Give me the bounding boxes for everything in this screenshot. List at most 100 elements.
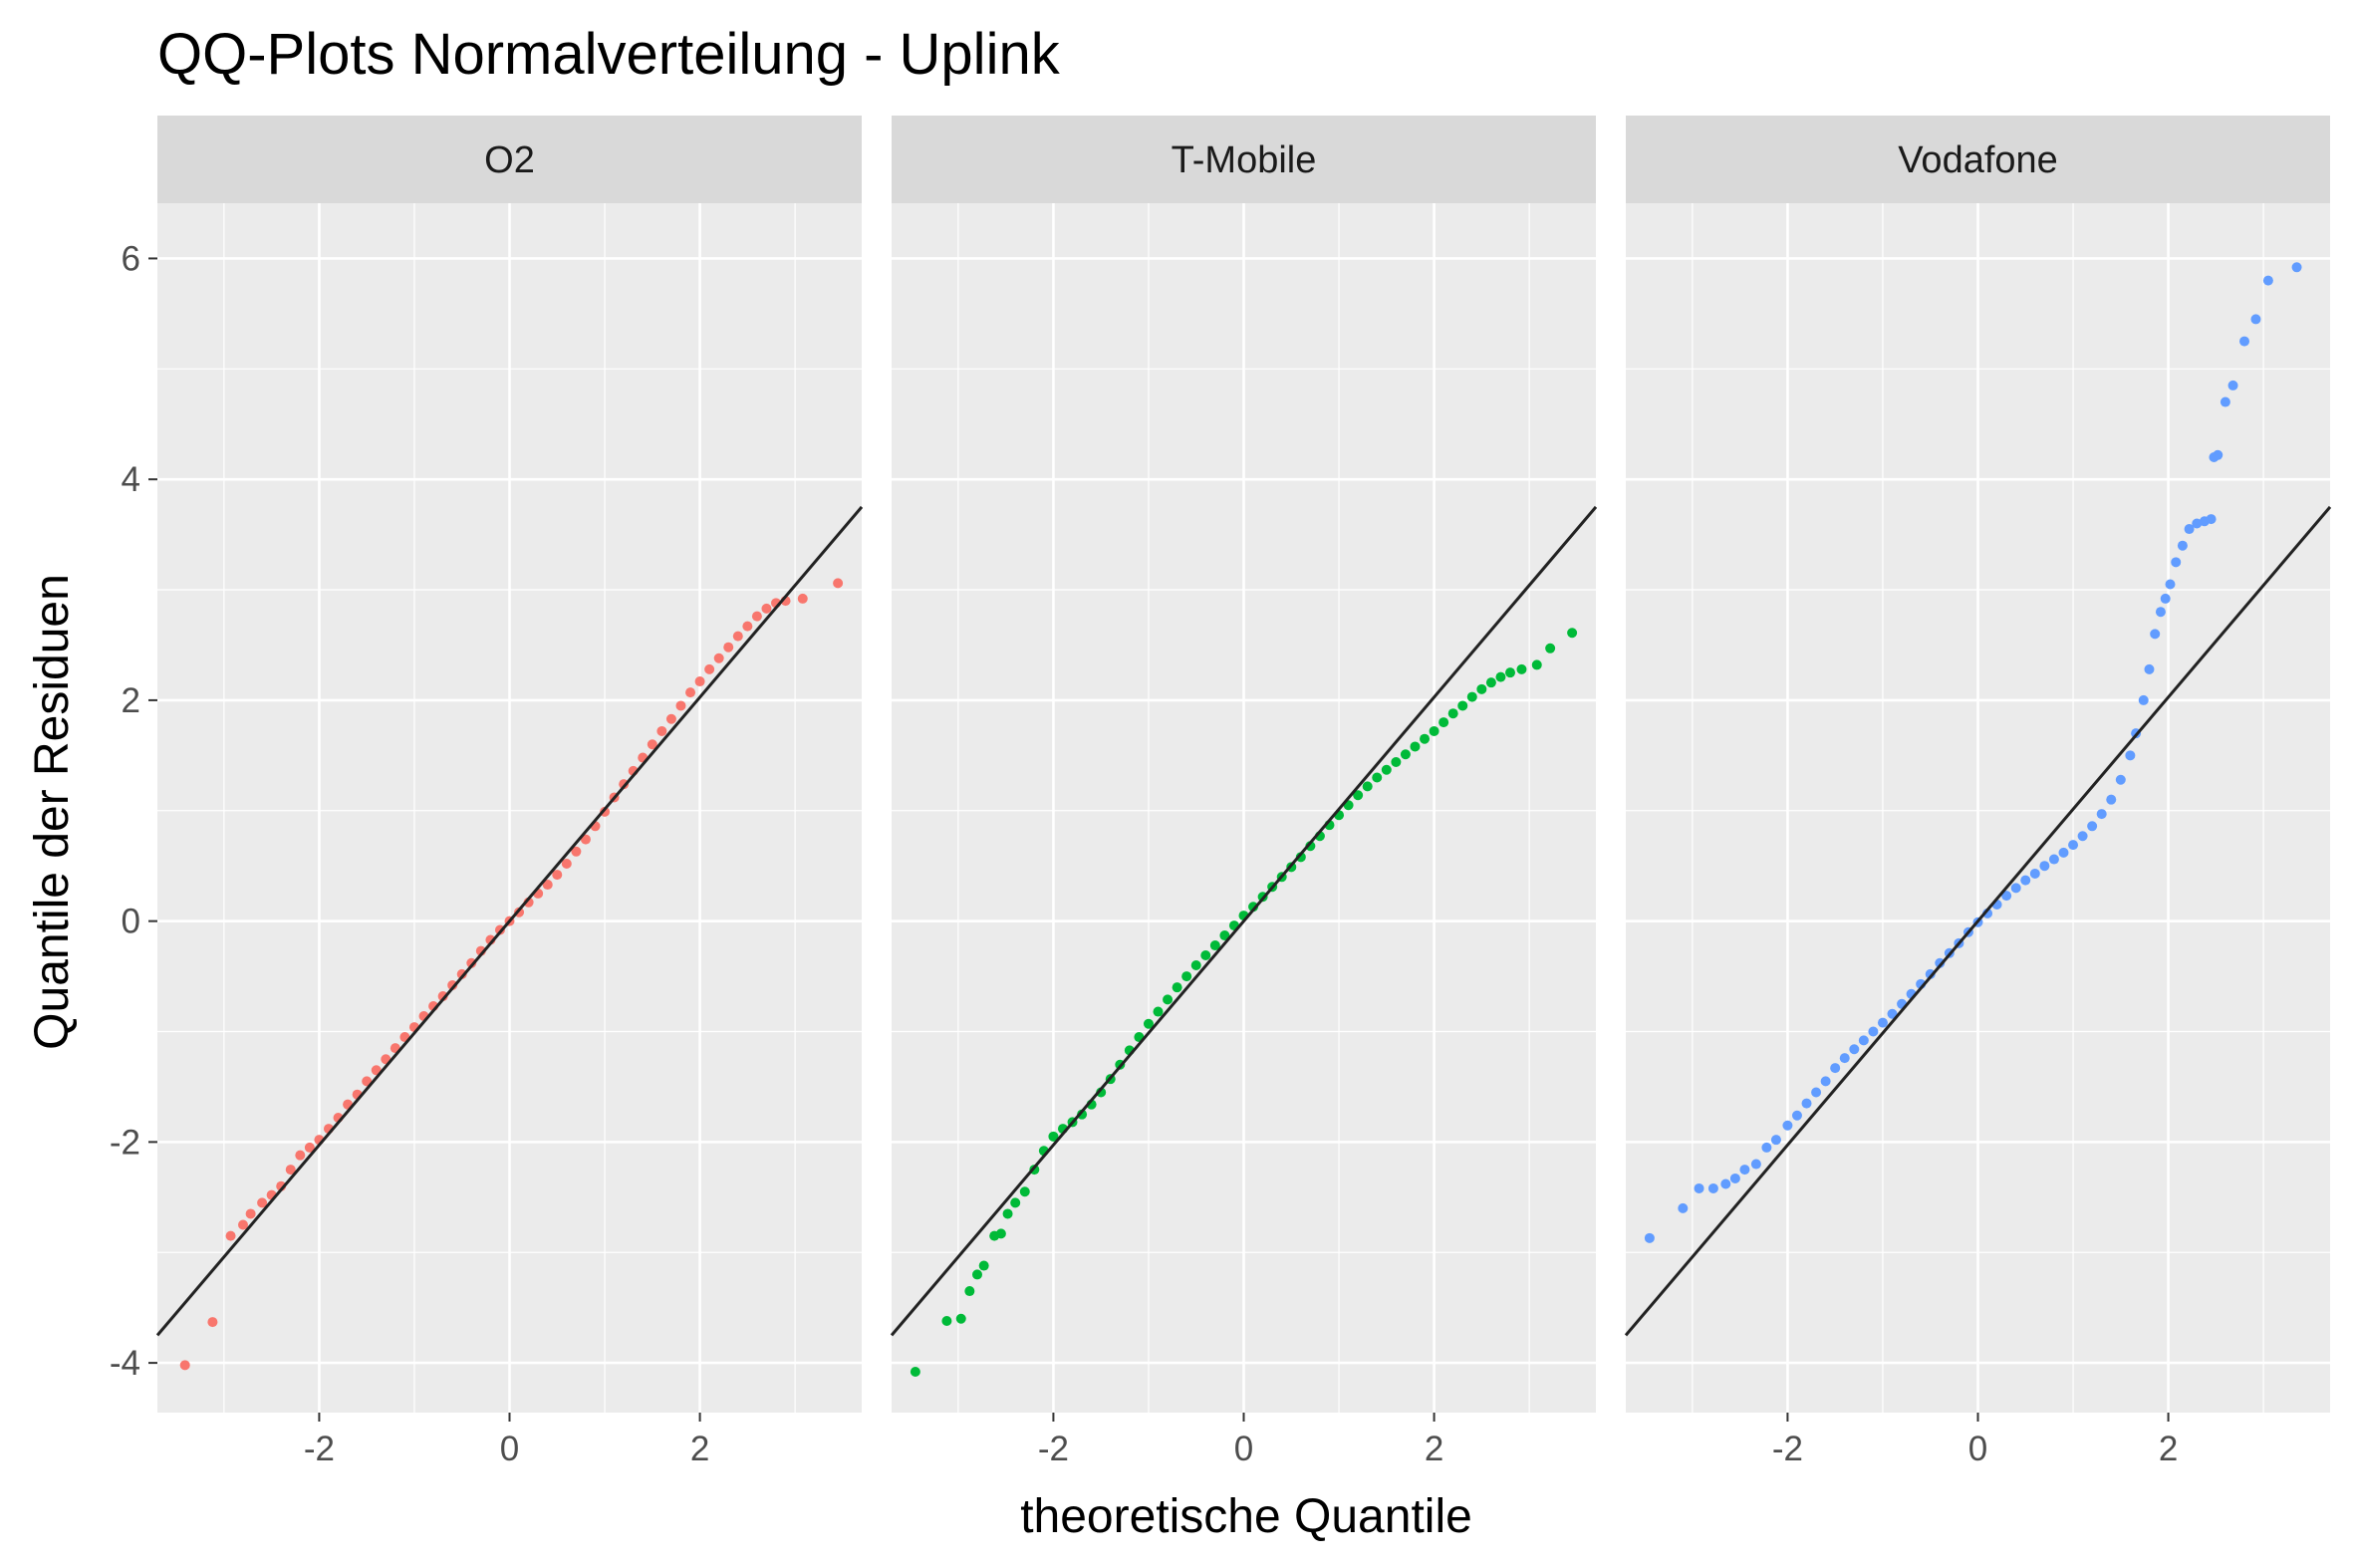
qq-point — [1438, 717, 1449, 728]
strip-label: Vodafone — [1898, 139, 2058, 181]
qq-point — [1391, 756, 1402, 767]
qq-point — [1466, 691, 1477, 702]
qq-point — [2138, 694, 2149, 705]
qq-point — [1400, 749, 1411, 760]
qq-point — [2291, 262, 2302, 273]
qq-point — [1925, 968, 1936, 979]
qq-point — [1791, 1110, 1802, 1121]
qq-point — [2106, 794, 2117, 805]
qq-point — [2125, 750, 2136, 761]
qq-point — [1429, 725, 1439, 736]
qq-point — [1505, 667, 1516, 678]
y-axis-title: Quantile der Residuen — [26, 574, 79, 1050]
qq-point — [995, 1228, 1006, 1239]
qq-point — [1002, 1208, 1013, 1219]
qq-point — [1877, 1017, 1888, 1028]
x-tick-label: 2 — [2159, 1430, 2178, 1468]
qq-point — [1782, 1120, 1793, 1131]
x-tick-label: 2 — [1425, 1430, 1443, 1468]
qq-point — [1143, 1018, 1154, 1029]
qq-point — [1935, 957, 1946, 968]
qq-point — [1678, 1202, 1689, 1213]
qq-point — [2177, 540, 2188, 551]
qq-point — [971, 1269, 982, 1280]
qq-point — [1801, 1098, 1812, 1109]
x-tick-label: -2 — [1772, 1430, 1803, 1468]
qq-point — [1476, 683, 1487, 694]
qq-point — [580, 834, 591, 845]
qq-point — [1694, 1182, 1704, 1193]
qq-reference-line — [890, 505, 1598, 1337]
qq-point — [1353, 790, 1364, 801]
qq-point — [2165, 579, 2176, 590]
qq-point — [1729, 1173, 1740, 1183]
qq-point — [1707, 1182, 1718, 1193]
qq-point — [225, 1230, 236, 1241]
qq-point — [362, 1076, 373, 1087]
qq-point — [685, 687, 696, 698]
qq-point — [1750, 1159, 1761, 1170]
qq-point — [1770, 1135, 1781, 1146]
qq-point — [1720, 1178, 1731, 1189]
qq-point — [2039, 861, 2050, 872]
qq-point — [941, 1315, 952, 1326]
y-tick-label: 6 — [122, 239, 140, 278]
qq-point — [1420, 733, 1431, 744]
qq-point — [245, 1208, 256, 1219]
qq-point — [1410, 741, 1421, 752]
qq-point — [2144, 663, 2155, 674]
qq-point — [2227, 380, 2238, 391]
y-tick-label: -2 — [110, 1123, 140, 1162]
qq-point — [1163, 994, 1174, 1005]
qq-point — [1761, 1142, 1772, 1153]
strip-label: O2 — [484, 139, 535, 181]
qq-point — [978, 1260, 989, 1271]
x-tick-label: -2 — [1038, 1430, 1069, 1468]
qq-point — [761, 603, 772, 614]
strip-background — [1626, 116, 2330, 203]
x-tick-label: 2 — [690, 1430, 709, 1468]
qq-point — [1181, 971, 1192, 982]
y-tick-label: 2 — [122, 681, 140, 720]
qq-point — [647, 739, 657, 750]
qq-point — [1295, 852, 1306, 863]
strip-background — [892, 116, 1596, 203]
qq-point — [466, 957, 477, 968]
qq-point — [1820, 1076, 1831, 1087]
qq-point — [2096, 809, 2107, 820]
x-tick-label: 0 — [1968, 1430, 1987, 1468]
qq-point — [561, 858, 572, 869]
qq-point — [2192, 518, 2203, 529]
qq-point — [2068, 840, 2079, 851]
qq-point — [1457, 700, 1468, 711]
qq-point — [2206, 514, 2217, 525]
qq-point — [304, 1142, 315, 1153]
y-tick-label: 0 — [122, 903, 140, 941]
qq-point — [285, 1165, 296, 1176]
qq-point — [665, 713, 676, 724]
qq-point — [2020, 875, 2031, 886]
qq-point — [1739, 1165, 1750, 1176]
qq-point — [910, 1366, 920, 1377]
qq-point — [2184, 524, 2195, 535]
qq-point — [1887, 1008, 1898, 1019]
qq-point — [179, 1360, 190, 1371]
strip-label: T-Mobile — [1172, 139, 1317, 181]
qq-point — [797, 593, 808, 604]
qq-point — [2250, 314, 2261, 325]
qq-point — [2262, 275, 2273, 286]
qq-point — [675, 700, 686, 711]
qq-point — [2160, 593, 2171, 604]
qq-point — [1495, 671, 1506, 682]
qq-point — [1077, 1109, 1088, 1120]
qq-point — [732, 631, 743, 642]
x-axis-title: theoretische Quantile — [1020, 1490, 1472, 1543]
qq-point — [964, 1286, 975, 1297]
qq-point — [694, 676, 705, 687]
qq-point — [295, 1150, 306, 1161]
x-tick-label: 0 — [500, 1430, 519, 1468]
qq-point — [257, 1197, 268, 1208]
qq-point — [2048, 854, 2059, 865]
qq-point — [1485, 677, 1496, 688]
qq-point — [1811, 1087, 1822, 1098]
